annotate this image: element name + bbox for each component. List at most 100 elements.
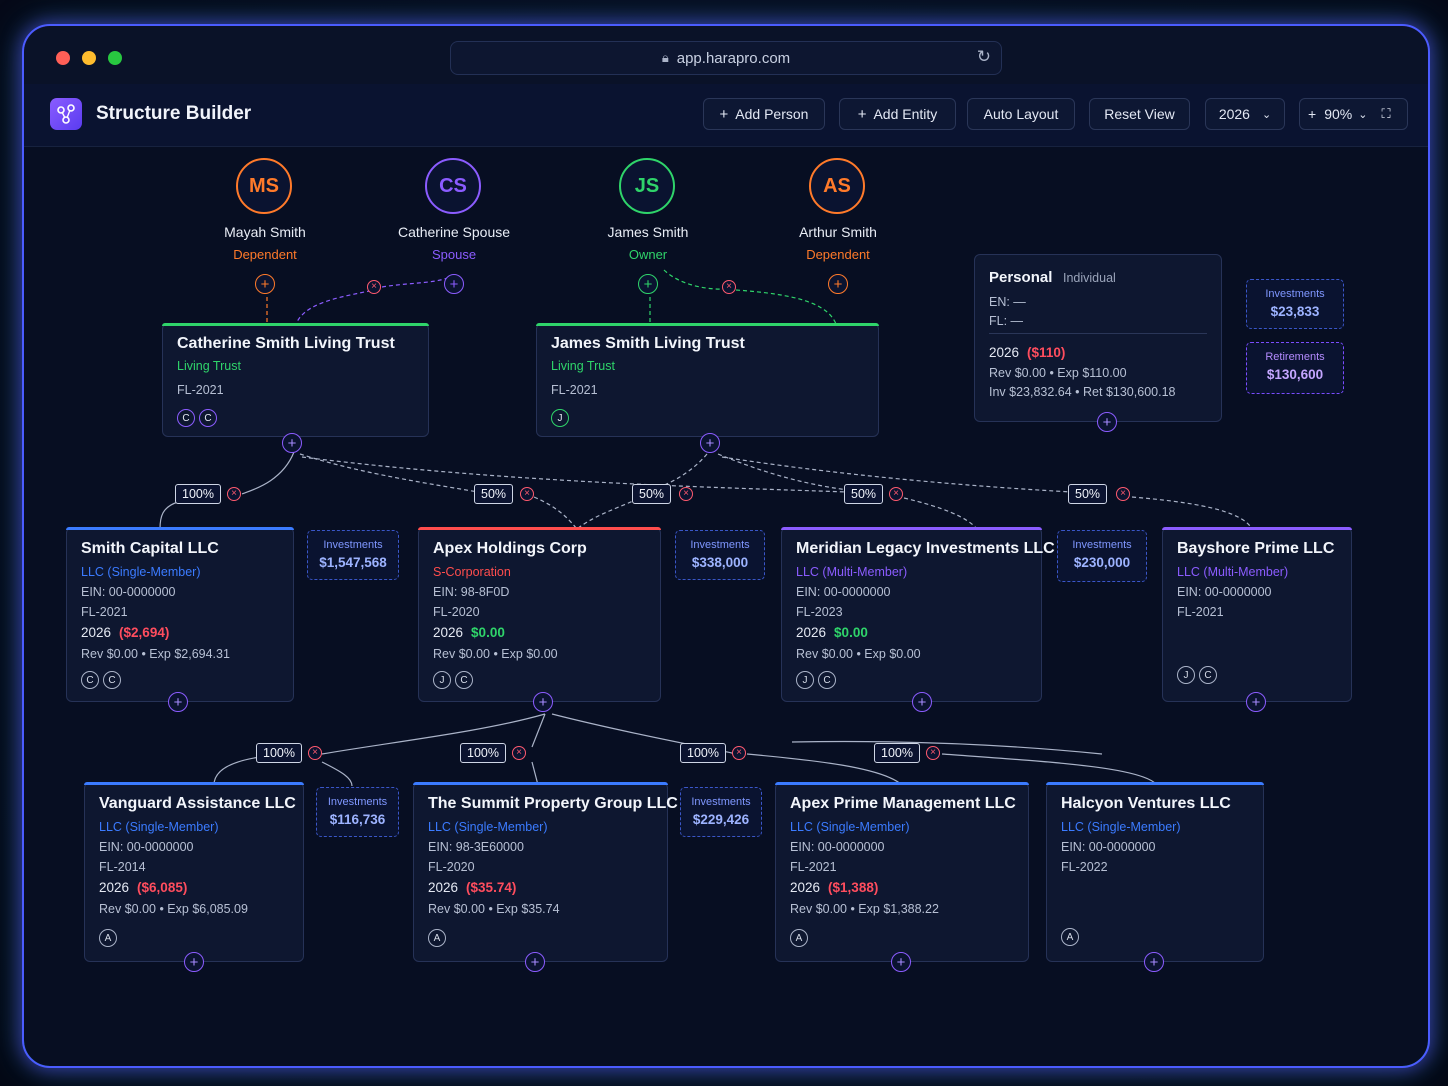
owner-chip[interactable]: C: [818, 671, 836, 689]
add-child-button[interactable]: +: [891, 952, 911, 972]
year-value: 2026: [1218, 106, 1250, 122]
remove-link-icon[interactable]: ×: [926, 746, 940, 760]
owner-chip[interactable]: J: [1177, 666, 1195, 684]
person-name: Catherine Spouse: [397, 224, 511, 240]
add-child-button[interactable]: +: [168, 692, 188, 712]
investments-value: $23,833: [1270, 304, 1320, 319]
person-avatar[interactable]: JS: [619, 158, 675, 214]
card-year-summary: 2026 $0.00: [433, 625, 505, 640]
add-link-button[interactable]: +: [638, 274, 658, 294]
trust-card[interactable]: James Smith Living Trust Living Trust FL-2…: [536, 323, 879, 437]
remove-link-icon[interactable]: ×: [732, 746, 746, 760]
card-title: James Smith Living Trust: [551, 335, 745, 352]
remove-link-icon[interactable]: ×: [512, 746, 526, 760]
person-avatar[interactable]: CS: [425, 158, 481, 214]
card-title: Catherine Smith Living Trust: [177, 335, 395, 352]
entity-card[interactable]: Vanguard Assistance LLC LLC (Single-Membe…: [84, 782, 304, 962]
owner-chip[interactable]: C: [455, 671, 473, 689]
fullscreen-icon[interactable]: ⛶: [1381, 106, 1391, 121]
ownership-percent[interactable]: 100%: [256, 743, 302, 763]
remove-link-icon[interactable]: ×: [722, 280, 736, 294]
entity-card[interactable]: Halcyon Ventures LLC LLC (Single-Member) E…: [1046, 782, 1264, 962]
person-avatar[interactable]: MS: [236, 158, 292, 214]
add-entity-button[interactable]: + Add Entity: [839, 98, 956, 130]
investments-box[interactable]: Investments $116,736: [316, 787, 399, 837]
add-child-button[interactable]: +: [1097, 412, 1117, 432]
address-bar[interactable]: 🔒︎ app.harapro.com ↻: [450, 41, 1002, 75]
owner-chip[interactable]: C: [177, 409, 195, 427]
owner-chip[interactable]: J: [796, 671, 814, 689]
add-child-button[interactable]: +: [700, 433, 720, 453]
add-link-button[interactable]: +: [255, 274, 275, 294]
remove-link-icon[interactable]: ×: [367, 280, 381, 294]
reload-icon[interactable]: ↻: [976, 47, 991, 66]
card-filing: FL-2021: [1177, 605, 1224, 619]
remove-link-icon[interactable]: ×: [308, 746, 322, 760]
remove-link-icon[interactable]: ×: [227, 487, 241, 501]
owner-chip[interactable]: C: [1199, 666, 1217, 684]
add-child-button[interactable]: +: [533, 692, 553, 712]
card-ein: EIN: 00-0000000: [796, 585, 891, 599]
remove-link-icon[interactable]: ×: [520, 487, 534, 501]
ownership-percent[interactable]: 50%: [632, 484, 672, 504]
investments-box[interactable]: Investments $1,547,568: [307, 530, 399, 580]
remove-link-icon[interactable]: ×: [679, 487, 693, 501]
zoom-control[interactable]: + 90% ⌄ ⛶: [1299, 98, 1408, 130]
ownership-percent[interactable]: 50%: [1068, 484, 1108, 504]
owner-chip[interactable]: J: [433, 671, 451, 689]
owner-chips: A: [99, 929, 117, 947]
trust-card[interactable]: Catherine Smith Living Trust Living Trust…: [162, 323, 429, 437]
investments-label: Investments: [327, 796, 388, 808]
retirements-box[interactable]: Retirements $130,600: [1246, 342, 1344, 394]
ownership-percent[interactable]: 50%: [844, 484, 884, 504]
person-avatar[interactable]: AS: [809, 158, 865, 214]
owner-chip[interactable]: C: [103, 671, 121, 689]
add-child-button[interactable]: +: [1144, 952, 1164, 972]
personal-card[interactable]: Personal Individual EN: — FL: — 2026 ($110) Re…: [974, 254, 1222, 422]
close-window-button[interactable]: [56, 51, 70, 65]
investments-box[interactable]: Investments $229,426: [680, 787, 762, 837]
add-child-button[interactable]: +: [525, 952, 545, 972]
ownership-percent[interactable]: 50%: [474, 484, 514, 504]
ownership-percent[interactable]: 100%: [874, 743, 920, 763]
add-child-button[interactable]: +: [282, 433, 302, 453]
add-person-button[interactable]: + Add Person: [703, 98, 825, 130]
owner-chip[interactable]: C: [199, 409, 217, 427]
owner-chip[interactable]: A: [1061, 928, 1079, 946]
ownership-percent[interactable]: 100%: [680, 743, 726, 763]
card-year-summary: 2026 $0.00: [796, 625, 868, 640]
remove-link-icon[interactable]: ×: [1116, 487, 1130, 501]
investments-box[interactable]: Investments $23,833: [1246, 279, 1344, 329]
add-child-button[interactable]: +: [912, 692, 932, 712]
investments-box[interactable]: Investments $338,000: [675, 530, 765, 580]
entity-card[interactable]: The Summit Property Group LLC LLC (Single…: [413, 782, 678, 962]
investments-box[interactable]: Investments $230,000: [1057, 530, 1147, 582]
zoom-in-icon[interactable]: +: [1308, 106, 1317, 122]
year-select[interactable]: 2026 ⌄: [1205, 98, 1285, 130]
owner-chip[interactable]: A: [790, 929, 808, 947]
remove-link-icon[interactable]: ×: [889, 487, 903, 501]
entity-card[interactable]: Apex Holdings Corp S-Corporation EIN: 98-8…: [418, 527, 661, 702]
entity-card[interactable]: Smith Capital LLC LLC (Single-Member) EIN:…: [66, 527, 294, 702]
owner-chip[interactable]: C: [81, 671, 99, 689]
ownership-percent[interactable]: 100%: [460, 743, 506, 763]
person-role: Spouse: [431, 247, 477, 262]
add-link-button[interactable]: +: [444, 274, 464, 294]
add-link-button[interactable]: +: [828, 274, 848, 294]
entity-card[interactable]: Bayshore Prime LLC LLC (Multi-Member) EIN:…: [1162, 527, 1352, 702]
minimize-window-button[interactable]: [82, 51, 96, 65]
owner-chip[interactable]: A: [428, 929, 446, 947]
add-child-button[interactable]: +: [1246, 692, 1266, 712]
owner-chip[interactable]: A: [99, 929, 117, 947]
entity-card[interactable]: Meridian Legacy Investments LLC LLC (Mult…: [781, 527, 1055, 702]
year-label: 2026: [81, 625, 112, 640]
auto-layout-button[interactable]: Auto Layout: [967, 98, 1075, 130]
entity-card[interactable]: Apex Prime Management LLC LLC (Single-Mem…: [775, 782, 1029, 962]
ownership-percent[interactable]: 100%: [175, 484, 221, 504]
reset-view-button[interactable]: Reset View: [1089, 98, 1190, 130]
chevron-down-icon[interactable]: ⌄: [1358, 108, 1368, 121]
maximize-window-button[interactable]: [108, 51, 122, 65]
owner-chip[interactable]: J: [551, 409, 569, 427]
add-child-button[interactable]: +: [184, 952, 204, 972]
